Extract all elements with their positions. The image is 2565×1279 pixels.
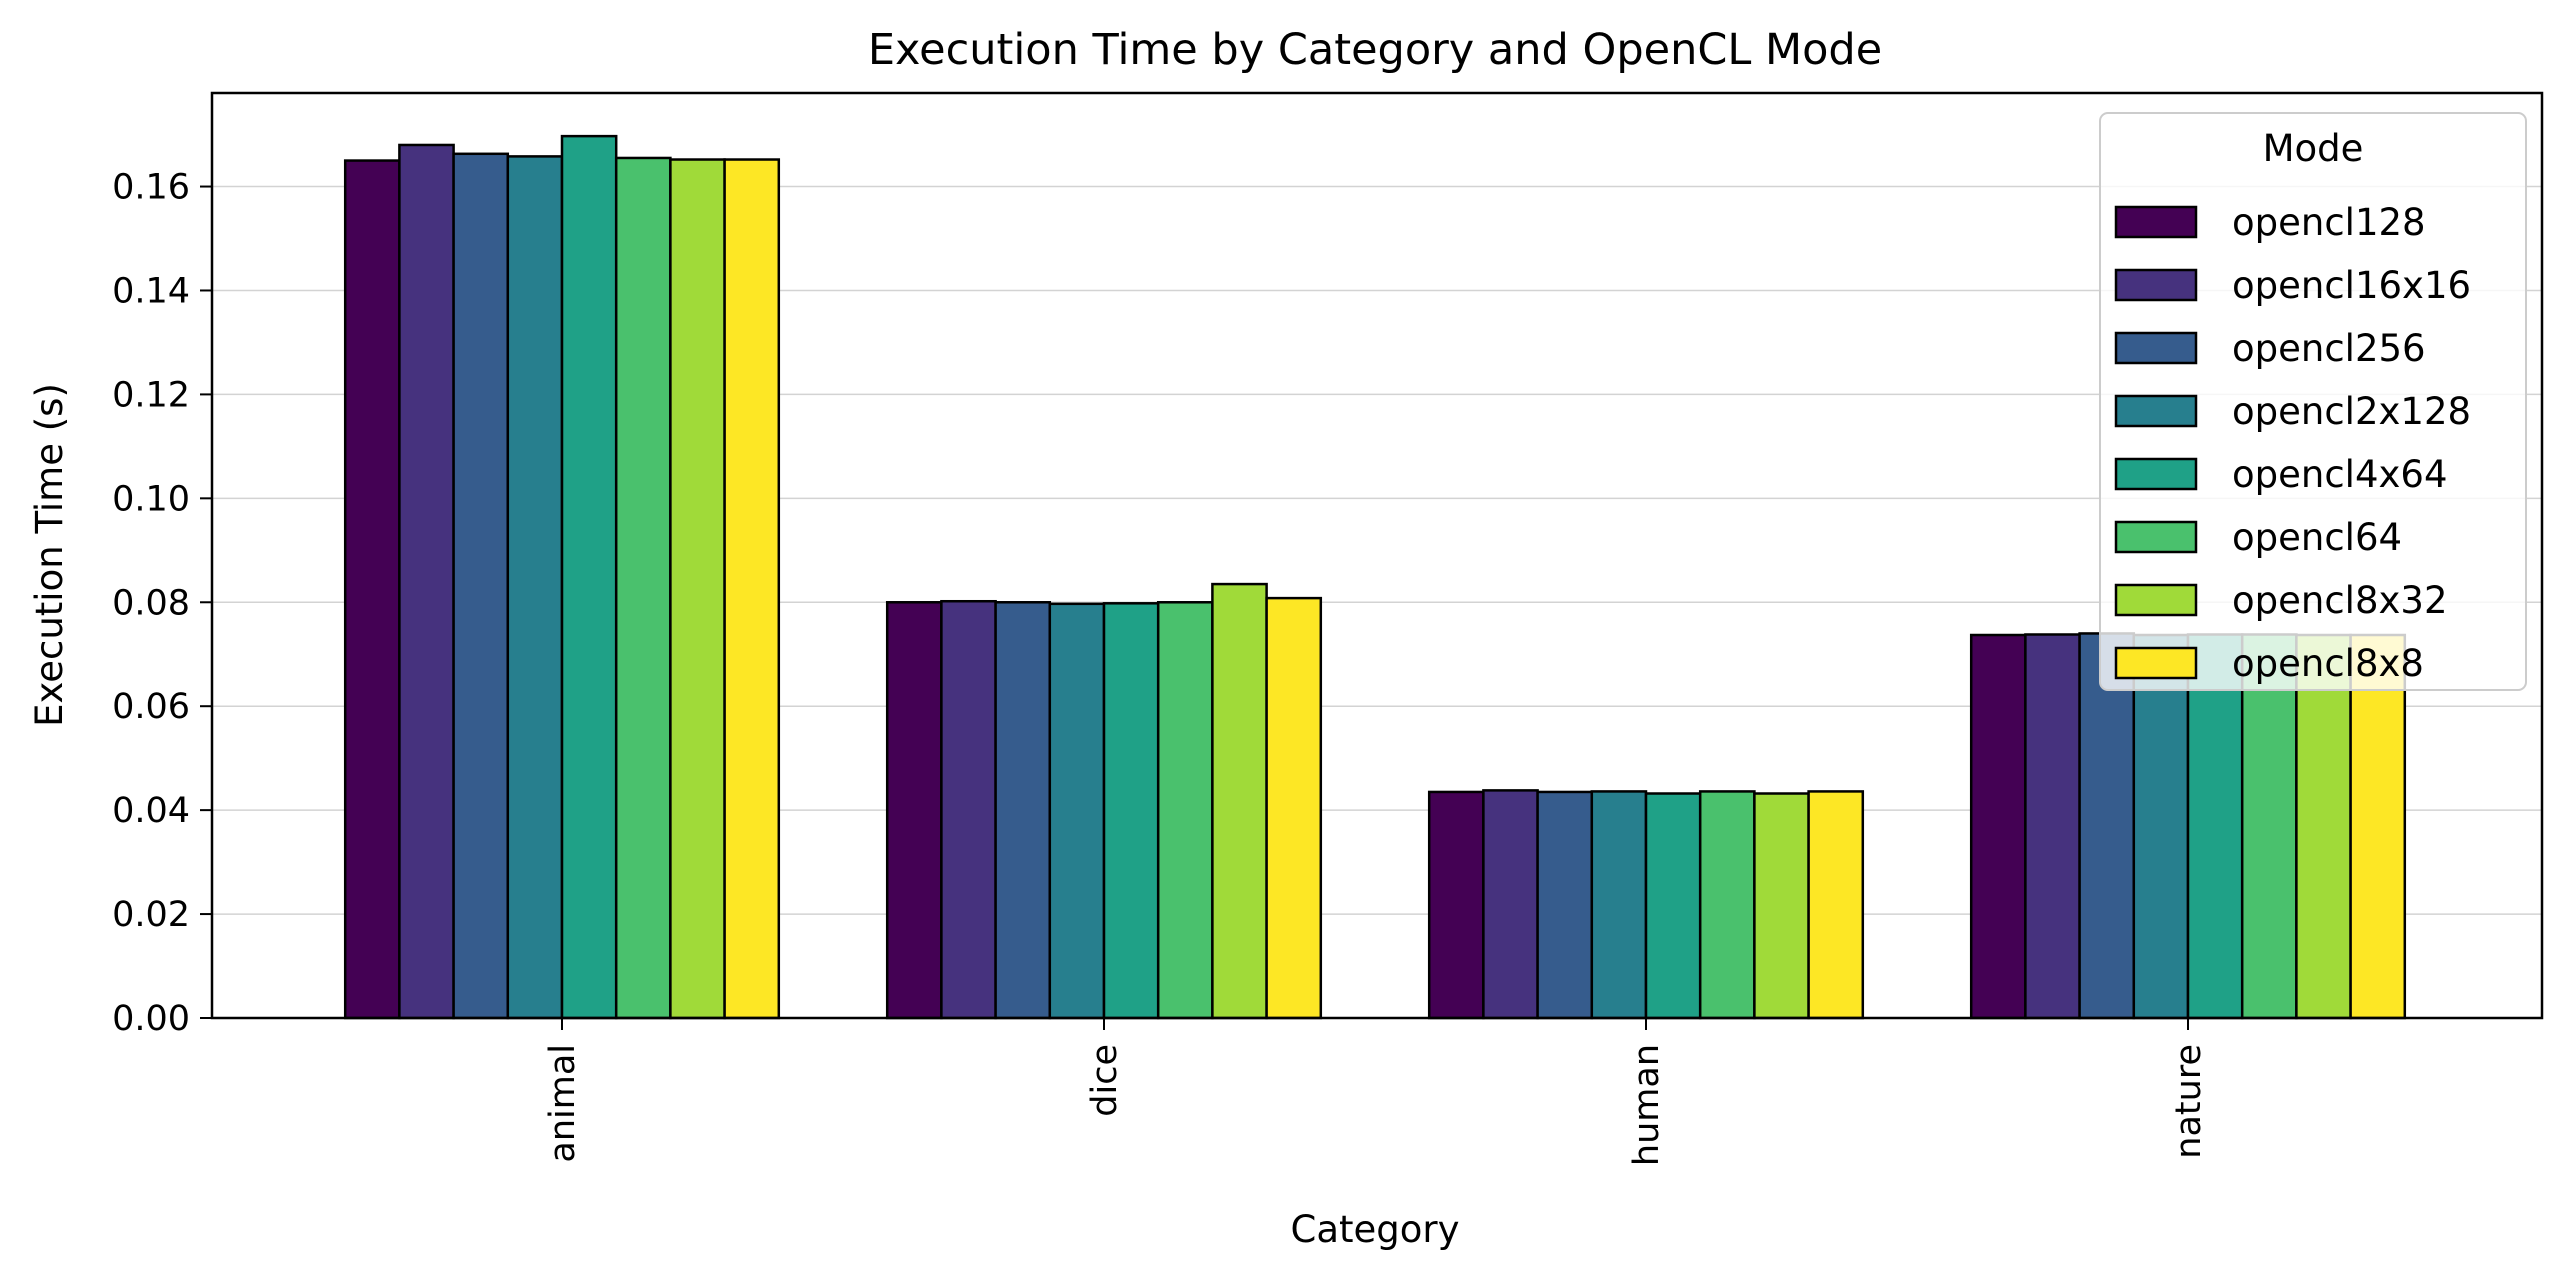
bar-opencl128-human xyxy=(1427,790,1485,1020)
bar-opencl4x64-dice xyxy=(1102,602,1160,1020)
legend-label-opencl256: opencl256 xyxy=(2232,327,2426,370)
legend-swatch-opencl8x32 xyxy=(2114,583,2198,617)
plot-frame xyxy=(210,91,2544,1020)
legend-label-opencl8x8: opencl8x8 xyxy=(2232,642,2424,685)
bar-opencl16x16-nature xyxy=(2024,633,2081,1020)
bar-opencl128-animal xyxy=(343,159,401,1020)
y-tick-label: 0.10 xyxy=(112,479,190,519)
x-tick-label-human: human xyxy=(1627,1044,1667,1166)
bar-opencl64-nature xyxy=(2240,633,2298,1020)
bar-opencl16x16-animal xyxy=(398,143,455,1020)
y-tick-label: 0.12 xyxy=(112,375,190,415)
y-axis: 0.00 0.02 0.04 0.06 0.08 0.10 0.12 0.14 0.16 xyxy=(112,168,212,1039)
bar-opencl8x8-animal xyxy=(723,158,781,1020)
x-tick-label-dice: dice xyxy=(1085,1044,1125,1117)
bar-opencl64-human xyxy=(1698,790,1756,1020)
y-tick-label: 0.06 xyxy=(112,687,190,727)
bar-opencl128-nature xyxy=(1969,633,2027,1020)
bar-opencl16x16-human xyxy=(1482,789,1539,1020)
y-tick-label: 0.02 xyxy=(112,895,190,935)
bar-opencl256-nature xyxy=(2078,632,2136,1020)
bar-opencl256-animal xyxy=(452,152,510,1020)
bar-opencl2x128-animal xyxy=(506,155,564,1020)
legend-swatch-opencl8x8 xyxy=(2114,646,2198,680)
chart-title: Execution Time by Category and OpenCL Mo… xyxy=(868,25,1882,75)
x-axis: animal dice human nature xyxy=(543,1018,2209,1166)
bar-opencl256-dice xyxy=(994,601,1052,1020)
legend-title: Mode xyxy=(2263,127,2364,170)
legend-swatch-opencl64 xyxy=(2114,520,2198,554)
bar-opencl8x8-nature xyxy=(2349,633,2407,1020)
y-tick-label: 0.14 xyxy=(112,271,190,311)
bar-opencl4x64-human xyxy=(1644,792,1702,1020)
y-tick-label: 0.04 xyxy=(112,791,190,831)
x-tick-label-animal: animal xyxy=(543,1044,583,1163)
y-tick-label: 0.00 xyxy=(112,999,190,1039)
y-tick-label: 0.16 xyxy=(112,168,190,208)
bar-opencl8x32-human xyxy=(1753,792,1810,1020)
bar-opencl8x8-dice xyxy=(1265,596,1323,1020)
legend-swatch-opencl2x128 xyxy=(2114,394,2198,428)
bar-opencl8x8-human xyxy=(1807,790,1865,1020)
legend-label-opencl8x32: opencl8x32 xyxy=(2232,579,2447,622)
bar-opencl2x128-human xyxy=(1590,790,1648,1020)
bar-opencl256-human xyxy=(1536,790,1594,1020)
bar-opencl64-animal xyxy=(614,156,672,1020)
bar-opencl16x16-dice xyxy=(940,599,997,1020)
legend-label-opencl2x128: opencl2x128 xyxy=(2232,390,2471,433)
legend-swatch-opencl128 xyxy=(2114,205,2198,239)
legend-swatch-opencl16x16 xyxy=(2114,268,2198,302)
legend: Mode opencl128 opencl16x16 opencl256 opencl2… xyxy=(2099,112,2527,691)
bar-opencl4x64-nature xyxy=(2186,633,2244,1020)
x-axis-label: Category xyxy=(1290,1208,1459,1251)
legend-label-opencl64: opencl64 xyxy=(2232,516,2402,559)
bars xyxy=(343,134,2407,1020)
bar-opencl128-dice xyxy=(885,601,943,1020)
y-axis-label: Execution Time (s) xyxy=(28,383,71,727)
bar-opencl8x32-nature xyxy=(2295,633,2352,1020)
x-tick-label-nature: nature xyxy=(2169,1044,2209,1159)
legend-swatch-opencl256 xyxy=(2114,331,2198,365)
bar-opencl2x128-dice xyxy=(1048,602,1106,1020)
bar-opencl8x32-animal xyxy=(669,158,726,1020)
bar-opencl4x64-animal xyxy=(560,134,618,1020)
y-tick-label: 0.08 xyxy=(112,583,190,623)
legend-label-opencl4x64: opencl4x64 xyxy=(2232,453,2447,496)
bar-opencl2x128-nature xyxy=(2132,633,2190,1020)
legend-label-opencl128: opencl128 xyxy=(2232,201,2426,244)
bar-opencl64-dice xyxy=(1156,601,1214,1020)
legend-box xyxy=(2099,112,2527,691)
legend-label-opencl16x16: opencl16x16 xyxy=(2232,264,2471,307)
bar-opencl8x32-dice xyxy=(1211,582,1268,1020)
legend-swatch-opencl4x64 xyxy=(2114,457,2198,491)
